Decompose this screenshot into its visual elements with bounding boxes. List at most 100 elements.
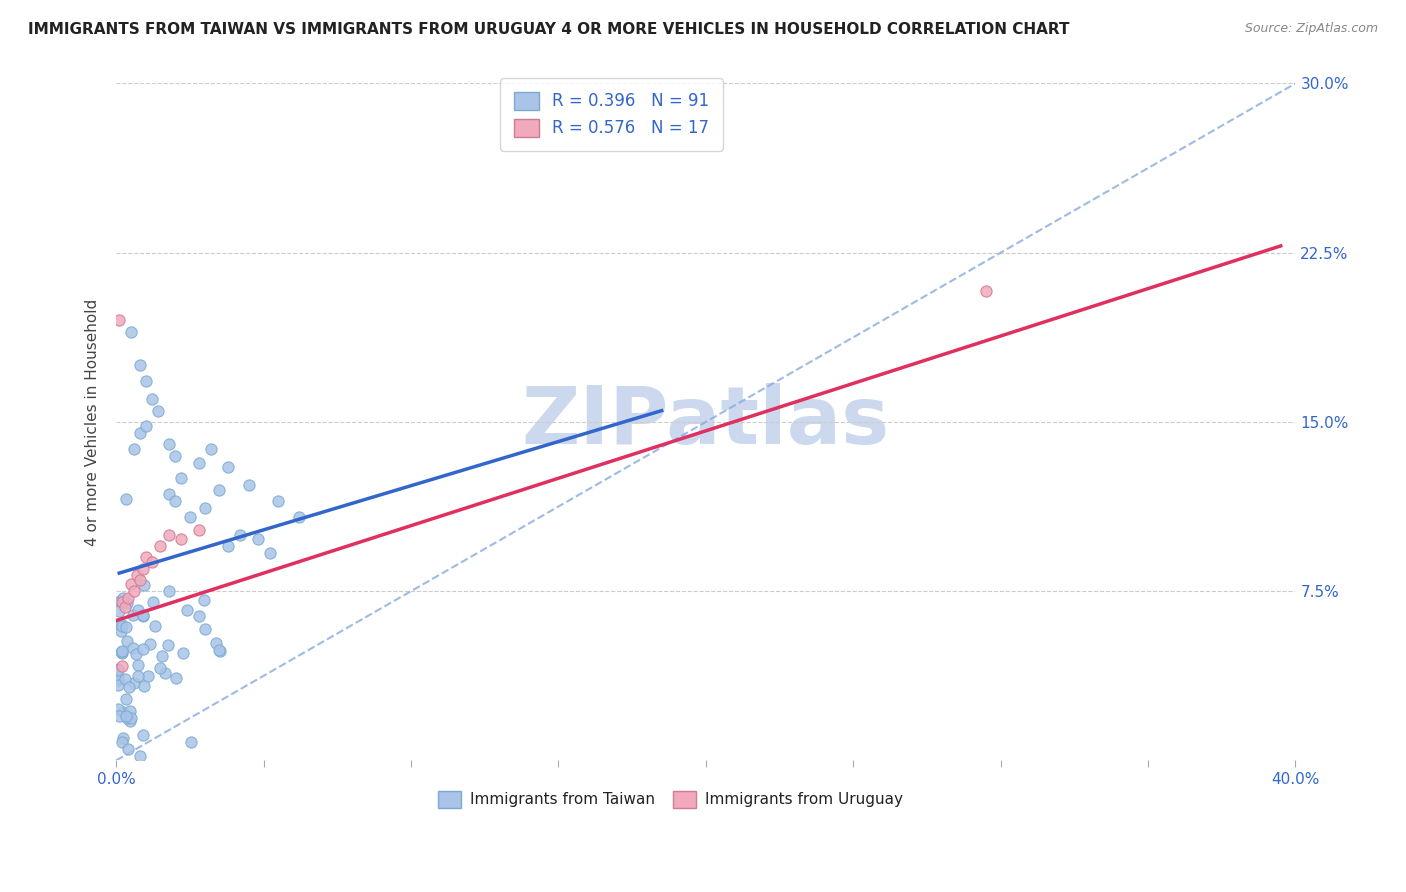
Point	[217, 539, 239, 553]
Point	[288, 509, 311, 524]
Point	[187, 456, 209, 470]
Point	[127, 669, 149, 683]
Point	[125, 647, 148, 661]
Point	[139, 637, 162, 651]
Point	[200, 442, 222, 456]
Point	[170, 533, 193, 547]
Point	[120, 714, 142, 728]
Point	[114, 673, 136, 687]
Point	[157, 584, 180, 599]
Point	[176, 602, 198, 616]
Point	[149, 539, 172, 553]
Point	[157, 638, 180, 652]
Point	[111, 619, 134, 633]
Point	[165, 494, 187, 508]
Point	[120, 577, 142, 591]
Point	[117, 741, 139, 756]
Point	[110, 645, 132, 659]
Point	[118, 680, 141, 694]
Point	[143, 619, 166, 633]
Point	[259, 546, 281, 560]
Point	[115, 634, 138, 648]
Point	[134, 578, 156, 592]
Point	[114, 708, 136, 723]
Point	[108, 605, 131, 619]
Point	[194, 623, 217, 637]
Y-axis label: 4 or more Vehicles in Household: 4 or more Vehicles in Household	[86, 298, 100, 546]
Point	[157, 487, 180, 501]
Point	[117, 596, 139, 610]
Point	[153, 665, 176, 680]
Point	[122, 640, 145, 655]
Point	[128, 426, 150, 441]
Point	[128, 573, 150, 587]
Point	[974, 284, 997, 298]
Point	[132, 561, 155, 575]
Point	[107, 664, 129, 678]
Point	[111, 643, 134, 657]
Point	[117, 591, 139, 605]
Point	[115, 692, 138, 706]
Point	[229, 527, 252, 541]
Point	[188, 609, 211, 624]
Point	[111, 731, 134, 745]
Point	[194, 500, 217, 515]
Point	[122, 442, 145, 456]
Point	[110, 616, 132, 631]
Point	[150, 648, 173, 663]
Point	[111, 658, 134, 673]
Point	[111, 735, 134, 749]
Point	[127, 603, 149, 617]
Point	[180, 735, 202, 749]
Point	[217, 460, 239, 475]
Point	[208, 643, 231, 657]
Point	[115, 491, 138, 506]
Point	[127, 658, 149, 673]
Point	[107, 701, 129, 715]
Point	[135, 419, 157, 434]
Point	[120, 711, 142, 725]
Point	[128, 748, 150, 763]
Point	[132, 679, 155, 693]
Text: ZIPatlas: ZIPatlas	[522, 383, 890, 461]
Point	[114, 599, 136, 614]
Point	[107, 672, 129, 686]
Point	[108, 313, 131, 327]
Point	[115, 620, 138, 634]
Point	[111, 595, 134, 609]
Point	[107, 673, 129, 687]
Point	[107, 662, 129, 676]
Point	[108, 709, 131, 723]
Point	[111, 646, 134, 660]
Point	[142, 594, 165, 608]
Point	[165, 449, 187, 463]
Point	[120, 325, 142, 339]
Point	[204, 635, 226, 649]
Legend: Immigrants from Taiwan, Immigrants from Uruguay: Immigrants from Taiwan, Immigrants from …	[432, 785, 910, 814]
Point	[193, 592, 215, 607]
Point	[112, 705, 135, 719]
Point	[115, 710, 138, 724]
Point	[110, 624, 132, 638]
Point	[132, 608, 155, 623]
Point	[132, 728, 155, 742]
Point	[141, 392, 163, 407]
Text: IMMIGRANTS FROM TAIWAN VS IMMIGRANTS FROM URUGUAY 4 OR MORE VEHICLES IN HOUSEHOL: IMMIGRANTS FROM TAIWAN VS IMMIGRANTS FRO…	[28, 22, 1070, 37]
Point	[179, 509, 201, 524]
Point	[122, 676, 145, 690]
Point	[172, 646, 194, 660]
Point	[118, 704, 141, 718]
Point	[125, 568, 148, 582]
Point	[246, 533, 269, 547]
Point	[135, 550, 157, 565]
Point	[111, 591, 134, 605]
Point	[238, 478, 260, 492]
Point	[107, 678, 129, 692]
Point	[146, 403, 169, 417]
Text: Source: ZipAtlas.com: Source: ZipAtlas.com	[1244, 22, 1378, 36]
Point	[267, 494, 290, 508]
Point	[165, 672, 187, 686]
Point	[128, 359, 150, 373]
Point	[208, 483, 231, 497]
Point	[141, 555, 163, 569]
